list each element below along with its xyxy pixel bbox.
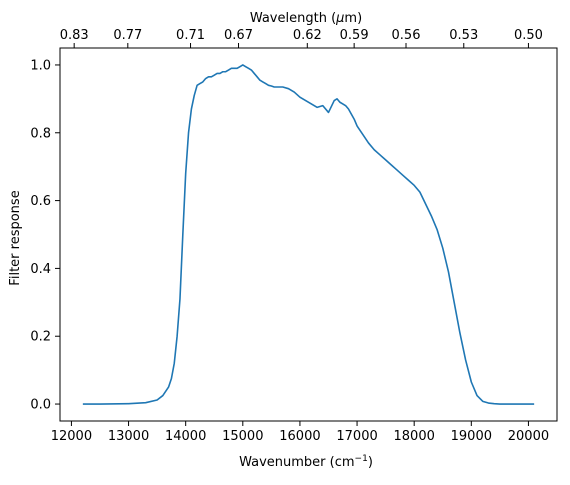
top-tick-label: 0.77	[113, 28, 142, 43]
top-axis-label: Wavelength (μm)	[250, 11, 362, 26]
series-layer	[82, 64, 535, 405]
top-tick-label: 0.59	[340, 28, 369, 43]
top-tick-label: 0.56	[392, 28, 421, 43]
top-tick-label: 0.71	[176, 28, 205, 43]
x-axis-label-exponent: −1	[355, 454, 368, 464]
y-tick-label: 0.8	[30, 126, 51, 141]
y-tick-label: 1.0	[30, 58, 51, 73]
y-axis-label: Filter response	[8, 190, 23, 285]
x-axis-label-close: )	[368, 455, 373, 470]
top-tick-label: 0.50	[514, 28, 543, 43]
x-axis-label: Wavenumber (cm−1)	[239, 454, 373, 470]
top-axis-label-mu: μ	[335, 11, 344, 26]
x-tick-label: 13000	[108, 429, 149, 444]
plot-frame	[59, 47, 558, 422]
top-tick-label: 0.83	[60, 28, 89, 43]
x-tick-label: 14000	[165, 429, 206, 444]
ticks-layer: 12000 13000 14000 15000 16000 17000 18000 19000…	[30, 28, 549, 444]
top-axis-label-close: m)	[344, 11, 362, 26]
x-tick-label: 19000	[451, 429, 492, 444]
x-tick-label: 15000	[222, 429, 263, 444]
top-tick-label: 0.67	[224, 28, 253, 43]
top-tick-label: 0.62	[293, 28, 322, 43]
x-tick-label: 20000	[508, 429, 549, 444]
y-tick-label: 0.0	[30, 398, 51, 413]
y-tick-label: 0.2	[30, 330, 51, 345]
filter-response-line	[82, 64, 535, 405]
top-tick-label: 0.53	[449, 28, 478, 43]
x-tick-label: 17000	[336, 429, 377, 444]
x-tick-label: 18000	[394, 429, 435, 444]
y-tick-label: 0.4	[30, 262, 51, 277]
y-tick-label: 0.6	[30, 194, 51, 209]
x-tick-label: 16000	[279, 429, 320, 444]
x-tick-label: 12000	[51, 429, 92, 444]
